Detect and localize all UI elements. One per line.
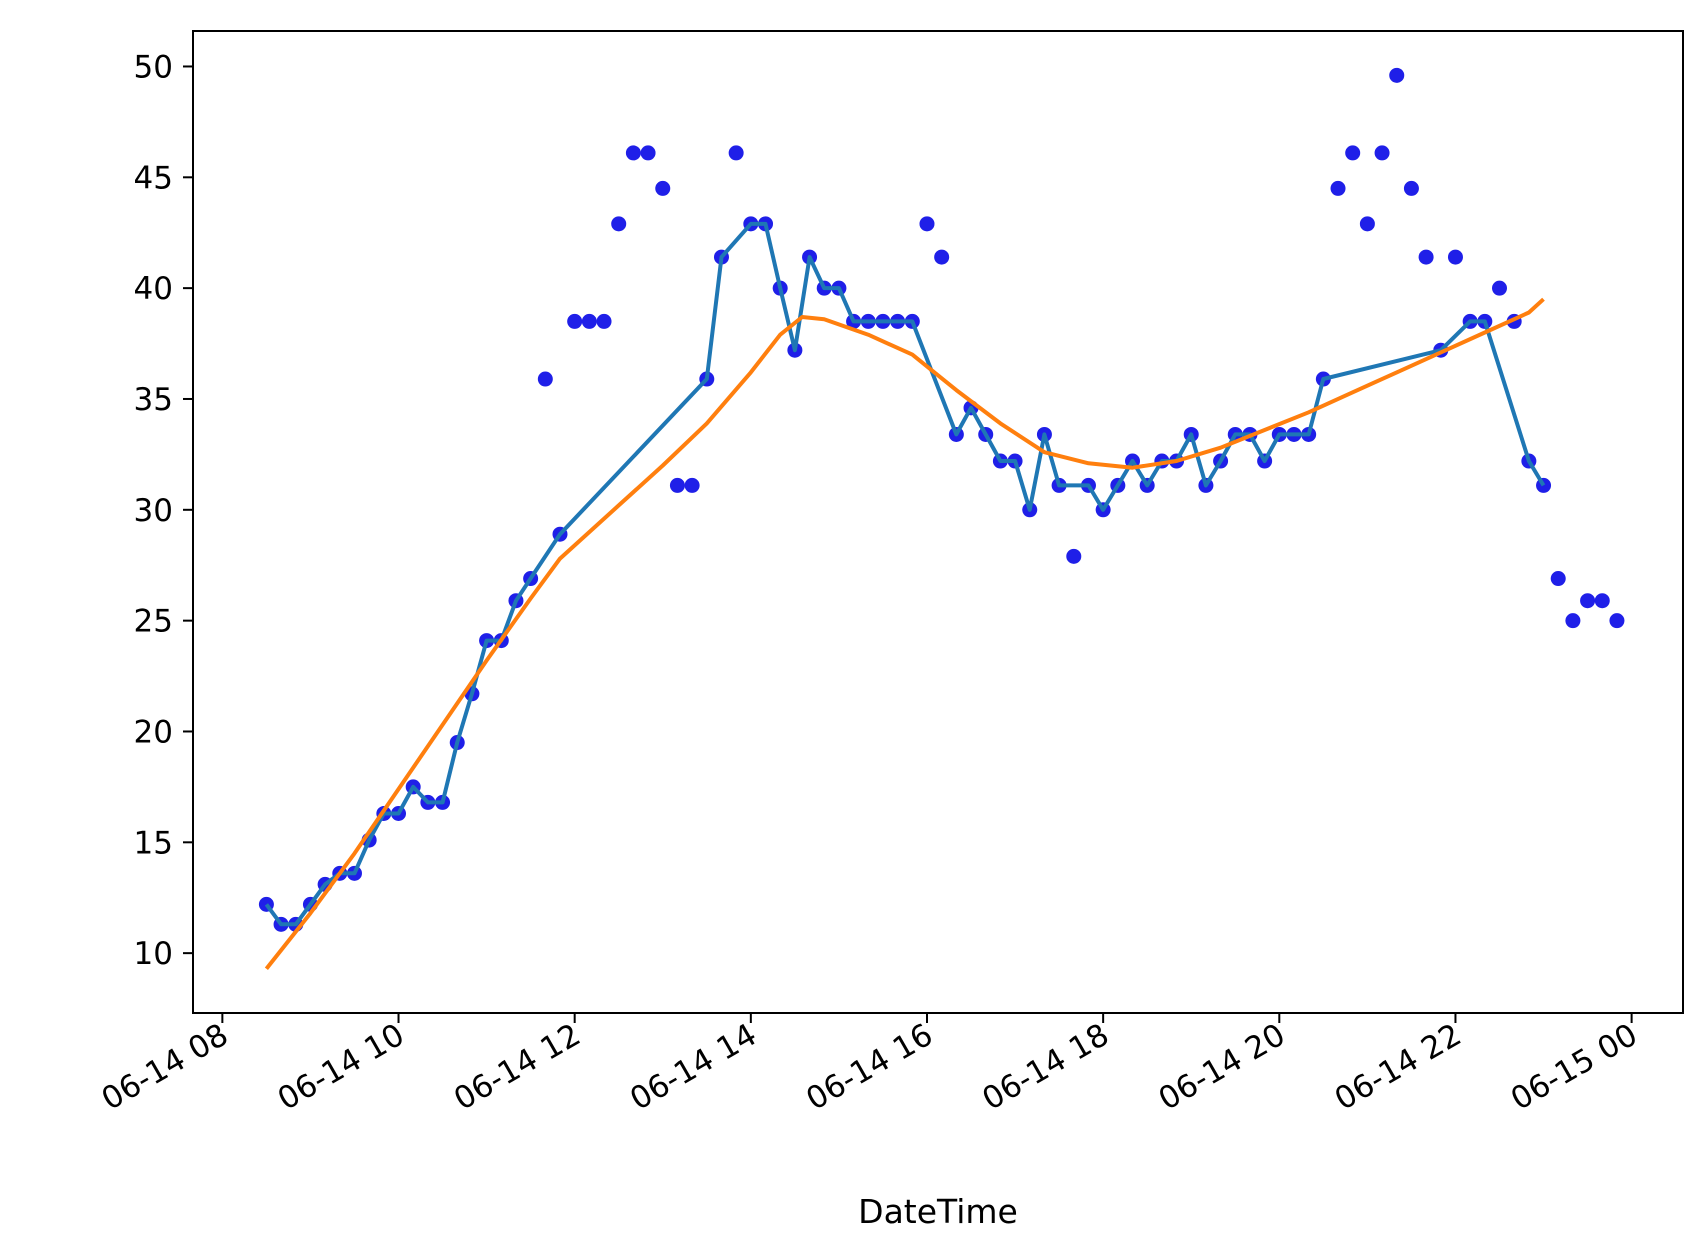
scatter-point-32: [728, 145, 744, 161]
y-tick-label-25: 25: [134, 604, 173, 640]
scatter-point-29: [684, 477, 700, 493]
y-tick-label-45: 45: [134, 160, 173, 196]
y-tick-label-50: 50: [134, 49, 173, 85]
scatter-point-78: [1403, 180, 1419, 196]
scatter-point-23: [596, 313, 612, 329]
scatter-point-89: [1565, 613, 1581, 629]
scatter-point-25: [625, 145, 641, 161]
y-tick-label-15: 15: [134, 825, 173, 861]
scatter-point-45: [919, 216, 935, 232]
scatter-point-76: [1374, 145, 1390, 161]
plot-area: [258, 67, 1625, 970]
scatter-point-26: [640, 145, 656, 161]
scatter-point-91: [1594, 593, 1610, 609]
y-axis: 10 15 20 25 30 35 40 45 50: [134, 49, 193, 972]
y-tick-label-30: 30: [134, 493, 173, 529]
scatter-point-46: [934, 249, 950, 265]
series-line: [264, 221, 1546, 927]
scatter-point-24: [611, 216, 627, 232]
scatter-point-22: [581, 313, 597, 329]
scatter-point-81: [1447, 249, 1463, 265]
scatter-point-74: [1345, 145, 1361, 161]
scatter-point-90: [1580, 593, 1596, 609]
y-tick-label-20: 20: [134, 714, 173, 750]
axes-frame: [192, 30, 1684, 1014]
scatter-point-27: [655, 180, 671, 196]
scatter-point-79: [1418, 249, 1434, 265]
scatter-point-84: [1492, 280, 1508, 296]
trend-line: [264, 297, 1545, 970]
scatter-point-21: [567, 313, 583, 329]
scatter-point-19: [537, 371, 553, 387]
y-tick-label-40: 40: [134, 271, 173, 307]
scatter-point-28: [669, 477, 685, 493]
scatter-point-55: [1066, 548, 1082, 564]
x-axis-title: DateTime: [858, 1192, 1018, 1231]
scatter-point-88: [1550, 571, 1566, 587]
scatter-point-75: [1359, 216, 1375, 232]
scatter-point-77: [1389, 67, 1405, 83]
scatter-point-92: [1609, 613, 1625, 629]
scatter-point-73: [1330, 180, 1346, 196]
y-tick-label-10: 10: [134, 936, 173, 972]
y-tick-label-35: 35: [134, 382, 173, 418]
